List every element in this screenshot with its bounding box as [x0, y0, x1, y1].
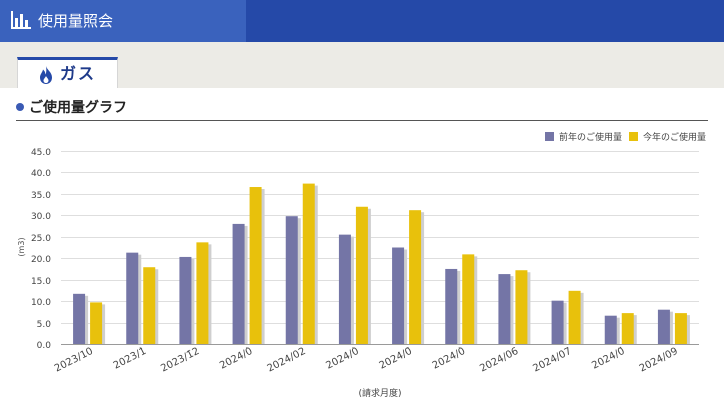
bar-this-year — [302, 183, 315, 344]
y-tick-label: 40.0 — [31, 169, 51, 179]
x-tick-label: 2024/09 — [638, 346, 680, 375]
bar-prev-year — [126, 252, 139, 344]
bar-prev-year — [232, 223, 245, 344]
x-tick-label: 2023/1̀ — [111, 345, 148, 372]
bar-prev-year — [551, 300, 564, 344]
bar-this-year — [515, 270, 528, 344]
y-tick-label: 30.0 — [31, 212, 51, 222]
bar-prev-year — [73, 293, 86, 344]
flame-icon — [40, 66, 52, 84]
x-tick-label: 2024/0̀ — [324, 345, 361, 372]
y-tick-label: 10.0 — [31, 298, 51, 308]
x-tick-label: 2024/0̀ — [430, 345, 467, 372]
x-axis-label: (請求月度) — [358, 387, 401, 399]
bullet-icon — [16, 103, 24, 111]
bar-this-year — [621, 313, 634, 344]
y-tick-label: 0.0 — [37, 341, 52, 351]
y-tick-label: 45.0 — [31, 148, 51, 158]
x-tick-label: 2024/0̀ — [218, 345, 255, 372]
bar-this-year — [249, 187, 262, 344]
y-tick-label: 5.0 — [37, 320, 52, 330]
y-tick-label: 15.0 — [31, 277, 51, 287]
legend-swatch-prev-year — [545, 132, 554, 141]
legend-swatch-this-year — [629, 132, 638, 141]
legend-label: 今年のご使用量 — [643, 131, 706, 143]
header-title-block: 使用量照会 — [0, 0, 246, 42]
x-tick-label: 2024/0̈ — [590, 346, 626, 372]
bar-prev-year — [285, 216, 298, 344]
y-tick-label: 25.0 — [31, 234, 51, 244]
x-tick-label: 2024/02 — [266, 346, 308, 375]
y-tick-label: 20.0 — [31, 255, 51, 265]
section-title-text: ご使用量グラフ — [29, 100, 127, 116]
bar-this-year — [143, 267, 156, 344]
bar-this-year — [568, 290, 581, 344]
bar-prev-year — [498, 274, 511, 344]
section-divider — [16, 120, 708, 121]
x-tick-label: 2023/10 — [53, 346, 95, 375]
bar-prev-year — [604, 315, 617, 344]
x-tick-label: 2024/07 — [531, 346, 573, 375]
y-tick-label: 35.0 — [31, 191, 51, 201]
bar-prev-year — [179, 256, 192, 344]
bar-this-year — [355, 206, 368, 344]
x-tick-label: 2023/1̄2 — [159, 346, 201, 375]
bar-prev-year — [657, 309, 670, 344]
bar-this-year — [674, 313, 687, 344]
tab-gas[interactable]: ガス — [17, 57, 118, 88]
bar-prev-year — [338, 234, 351, 344]
legend-label: 前年のご使用量 — [559, 131, 622, 143]
page-title: 使用量照会 — [38, 12, 114, 30]
bar-this-year — [462, 254, 475, 344]
bar-chart-icon — [11, 11, 31, 29]
x-tick-label: 2024/06 — [478, 346, 520, 375]
y-axis-label: (m3) — [17, 237, 26, 256]
tab-label: ガス — [60, 64, 97, 83]
bar-this-year — [90, 302, 103, 344]
bar-prev-year — [392, 247, 405, 344]
bar-prev-year — [445, 268, 458, 344]
bar-this-year — [196, 242, 209, 344]
section-heading: ご使用量グラフ — [16, 98, 127, 118]
tab-bar: ガス — [0, 42, 724, 88]
app-header: 使用量照会 — [0, 0, 724, 42]
x-tick-label: 2024/0̄ — [378, 346, 414, 372]
bar-this-year — [409, 210, 422, 344]
